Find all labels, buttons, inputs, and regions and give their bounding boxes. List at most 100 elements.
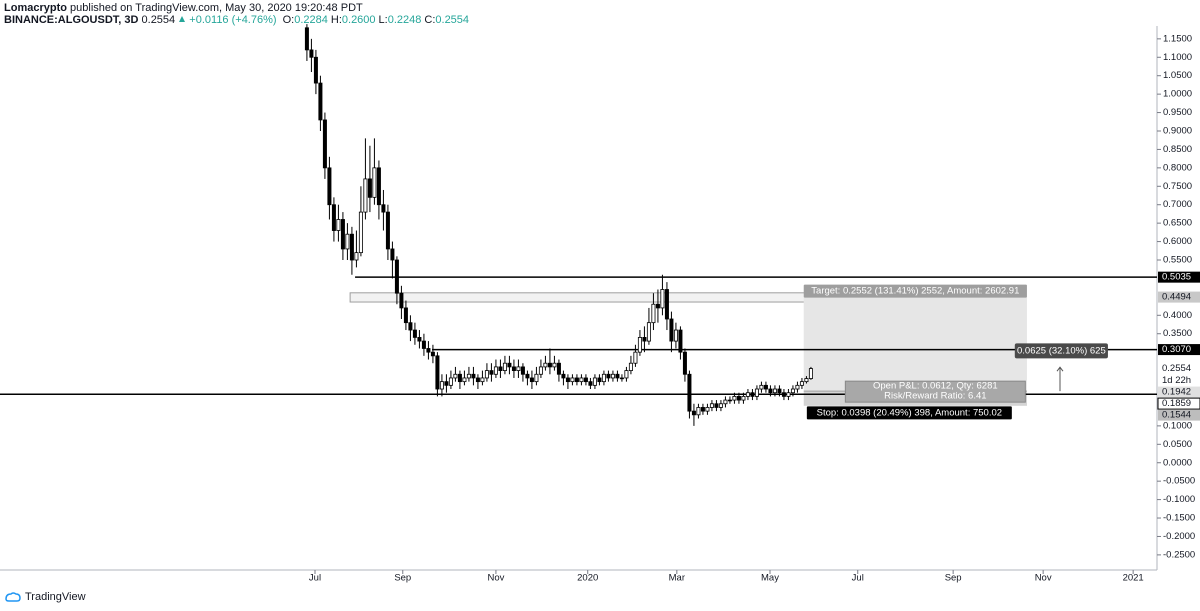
y-tick-label: 0.9000 [1163,126,1192,137]
candle-body [763,384,768,390]
stop-label: Stop: 0.0398 (20.49%) 398, Amount: 750.0… [817,407,1002,418]
ohlc: O:0.2284 H:0.2600 L:0.2248 C:0.2554 [280,14,469,26]
candle-body [435,355,440,390]
price-tag-box [1158,409,1200,421]
candle-body [790,388,795,394]
candle-body [498,366,503,371]
candle-body [381,204,386,213]
candle-body [394,259,399,294]
candle-body [736,395,741,401]
candle-body [579,377,584,383]
candle-body [561,373,566,379]
candle-body [696,407,701,416]
candle-body [318,82,323,121]
candle-body [349,233,354,261]
candle-body [592,377,597,386]
header: Lomacrypto published on TradingView.com,… [4,2,469,26]
y-tick-label: 0.9500 [1163,107,1192,118]
up-icon [179,16,186,22]
candle-body [615,373,620,379]
chart: 1.1500 1.1000 1.0500 1.0000 0.9500 0.9000 0.85… [0,24,1200,584]
candle-body [426,348,431,353]
candle-body [655,303,660,309]
x-tick-label: 2021 [1123,573,1144,584]
x-tick-label: Jul [852,573,864,584]
candle-body [669,318,674,342]
footer: TradingView [4,591,86,603]
candle-body [552,362,557,368]
candle-body [619,377,624,380]
candle-body [741,395,746,401]
candle-body [808,368,813,379]
candle-body [484,370,489,379]
price-tag-box [1158,344,1200,356]
candle-body [588,381,593,386]
candle-body [583,377,588,383]
candle-body [709,403,714,408]
x-tick-label: Nov [487,573,504,584]
candle-body [448,377,453,386]
y-tick-label: -0.1000 [1163,494,1195,505]
price-tag: 0.1544 [1162,410,1191,421]
candle-body [471,373,476,379]
y-tick-label: 0.0500 [1163,439,1192,450]
candle-body [304,27,309,51]
candle-body [538,366,543,375]
candle-body [682,351,687,375]
candle-body [466,373,471,379]
stop-label-box [806,406,1012,420]
y-tick-label: 0.0000 [1163,457,1192,468]
x-tick-label: May [761,573,779,584]
y-tick-label: 0.6500 [1163,218,1192,229]
candle-body [574,377,579,383]
price-tag: 1d 22h [1162,375,1191,386]
candle-body [570,377,575,383]
candle-body [412,329,417,338]
y-tick-label: 0.4000 [1163,310,1192,321]
candle-body [700,407,705,412]
candle-body [340,219,345,250]
symbol: BINANCE:ALGOUSDT, 3D [4,14,139,26]
projection-label: 0.0625 (32.10%) 625 [1017,345,1106,356]
candle-body [417,337,422,342]
candle-body [354,252,359,261]
candle-body [601,373,606,383]
y-tick-label: 0.7500 [1163,181,1192,192]
candle-body [511,366,516,371]
x-tick-label: 2020 [577,573,598,584]
candle-body [606,373,611,379]
x-tick-label: Nov [1035,573,1052,584]
candle-body [322,119,327,169]
candle-body [313,56,318,84]
candle-body [777,388,782,394]
pnl-label: Open P&L: 0.0612, Qty: 6281 [873,381,998,392]
candle-body [534,373,539,383]
candle-body [651,303,656,324]
candle-body [525,373,530,379]
candle-body [795,384,800,390]
candle-body [502,362,507,371]
candle-body [732,395,737,401]
zone [349,292,864,303]
candle-body [421,340,426,349]
ohlc-key: C: [424,14,436,26]
change: +0.0116 (+4.76%) [189,14,277,26]
price-tag-box [1158,291,1200,303]
candle-body [786,392,791,397]
price: 0.2554 [141,14,176,26]
candle-body [759,384,764,390]
candle-body [610,373,615,379]
price-tag-box [1158,386,1200,398]
publisher: Lomacrypto [4,2,67,14]
candle-body [399,292,404,309]
pnl-box [844,380,1026,403]
ohlc-key: L: [378,14,388,26]
candle-body [714,403,719,408]
price-tag: 0.4494 [1162,292,1191,303]
price-tag: 0.1859 [1162,398,1191,409]
candle-body [345,233,350,250]
x-tick-label: Sep [945,573,962,584]
candle-body [547,362,552,368]
candle-body [633,351,638,364]
